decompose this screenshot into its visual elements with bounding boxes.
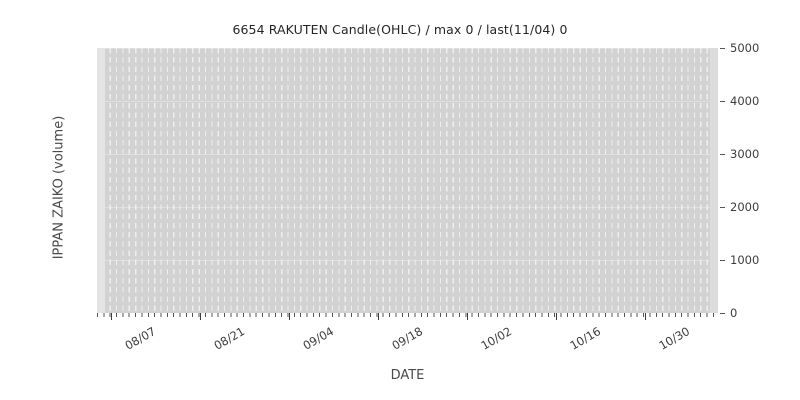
ytick-label-3000: 3000: [730, 147, 760, 161]
plot-left-margin: [97, 48, 105, 313]
horizontal-gridline: [97, 101, 718, 102]
ytick-label-0: 0: [730, 306, 738, 320]
horizontal-gridline: [97, 207, 718, 208]
xtick-major-1002: [467, 313, 469, 320]
xtick-label-1002: 10/02: [478, 324, 515, 353]
xtick-major-1030: [645, 313, 647, 320]
xtick-label-0807: 08/07: [122, 324, 159, 353]
ytick-mark-3000: [720, 154, 725, 155]
ytick-mark-4000: [720, 101, 725, 102]
xtick-label-0821: 08/21: [211, 324, 248, 353]
xaxis-minor-ticks: [97, 313, 718, 317]
plot-area[interactable]: [97, 48, 718, 313]
horizontal-gridline: [97, 154, 718, 155]
chart-title: 6654 RAKUTEN Candle(OHLC) / max 0 / last…: [232, 22, 568, 37]
ytick-mark-2000: [720, 207, 725, 208]
xtick-major-0821: [200, 313, 202, 320]
ytick-mark-5000: [720, 48, 725, 49]
plot-right-margin: [710, 48, 718, 313]
ytick-label-1000: 1000: [730, 253, 760, 267]
horizontal-gridline: [97, 260, 718, 261]
xtick-label-0904: 09/04: [300, 324, 337, 353]
y-axis-label: IPPAN ZAIKO (volume): [51, 115, 67, 260]
x-axis-label: DATE: [390, 368, 425, 383]
ytick-label-5000: 5000: [730, 41, 760, 55]
ytick-mark-0: [720, 313, 725, 314]
ytick-label-4000: 4000: [730, 94, 760, 108]
horizontal-gridline: [97, 48, 718, 49]
xtick-major-0807: [111, 313, 113, 320]
xtick-label-1030: 10/30: [656, 324, 693, 353]
ytick-label-2000: 2000: [730, 200, 760, 214]
xtick-major-0904: [289, 313, 291, 320]
xtick-major-1016: [556, 313, 558, 320]
xtick-label-1016: 10/16: [567, 324, 604, 353]
vertical-gridlines: [97, 48, 718, 313]
xtick-major-0918: [378, 313, 380, 320]
ytick-mark-1000: [720, 260, 725, 261]
xtick-label-0918: 09/18: [389, 324, 426, 353]
